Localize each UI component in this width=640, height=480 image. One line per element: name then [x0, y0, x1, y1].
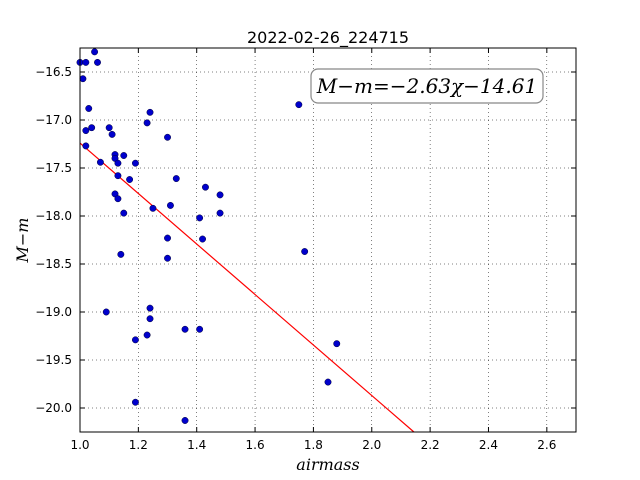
data-point — [164, 234, 171, 242]
y-axis-label: M−m — [13, 218, 32, 264]
x-tick-label: 1.0 — [70, 438, 89, 452]
x-tick-label: 2.2 — [421, 438, 440, 452]
data-point — [88, 124, 96, 132]
fit-line — [79, 142, 415, 433]
data-point — [146, 108, 154, 116]
data-point — [91, 48, 99, 56]
grid — [80, 48, 576, 432]
data-point — [181, 417, 189, 424]
y-tick-label: −20.0 — [35, 401, 72, 415]
fit-line-layer — [79, 142, 415, 433]
y-tick-label: −19.0 — [35, 305, 72, 319]
data-point — [108, 130, 116, 138]
data-point — [114, 172, 122, 180]
data-point — [164, 133, 171, 141]
x-tick-label: 1.6 — [246, 438, 265, 452]
x-tick-label: 1.4 — [187, 438, 206, 452]
data-point — [126, 176, 134, 183]
data-point — [131, 159, 139, 167]
data-point — [166, 201, 174, 209]
x-tick-label: 2.6 — [537, 438, 556, 452]
plot-frame — [79, 47, 577, 433]
data-point — [202, 183, 209, 191]
data-point — [114, 195, 122, 203]
data-point — [216, 191, 224, 199]
data-point — [117, 250, 125, 258]
data-point — [146, 315, 154, 323]
data-point — [172, 175, 180, 183]
y-tick-label: −18.5 — [35, 257, 72, 271]
data-point — [181, 325, 189, 333]
x-tick-label: 1.2 — [129, 438, 148, 452]
fit-equation: M−m=−2.63χ−14.61 — [316, 74, 537, 98]
y-tick-labels: −16.5 −17.0 −17.5 −18.0 −18.5 −19.0 −19.5 −20.0 — [35, 65, 72, 415]
data-point — [196, 325, 204, 333]
data-point — [196, 214, 204, 222]
data-point — [82, 58, 90, 66]
data-point — [114, 159, 122, 167]
y-tick-label: −17.5 — [35, 161, 72, 175]
data-point — [79, 75, 87, 83]
data-point — [143, 119, 151, 127]
data-point — [102, 308, 110, 316]
x-tick-label: 1.8 — [304, 438, 323, 452]
y-tick-label: −18.0 — [35, 209, 72, 223]
x-axis-label: airmass — [296, 455, 359, 474]
data-point — [216, 209, 224, 217]
points-layer — [76, 48, 341, 424]
data-point — [82, 127, 90, 135]
y-tick-label: −17.0 — [35, 113, 72, 127]
chart-title: 2022-02-26_224715 — [247, 28, 409, 48]
x-tick-label: 2.4 — [479, 438, 498, 452]
x-tick-labels: 1.0 1.2 1.4 1.6 1.8 2.0 2.2 2.4 2.6 — [70, 438, 556, 452]
data-point — [143, 331, 151, 339]
data-point — [105, 124, 113, 132]
data-point — [149, 204, 157, 212]
y-tick-label: −16.5 — [35, 65, 72, 79]
data-point — [120, 209, 128, 217]
data-point — [82, 142, 90, 150]
data-point — [164, 254, 171, 262]
data-point — [85, 105, 93, 112]
ticks-layer — [79, 48, 576, 432]
data-point — [94, 58, 101, 66]
y-tick-label: −19.5 — [35, 353, 72, 367]
data-point — [324, 378, 332, 386]
data-point — [301, 248, 309, 255]
data-point — [199, 235, 206, 243]
data-point — [295, 101, 303, 109]
data-point — [131, 398, 139, 406]
data-point — [333, 340, 341, 348]
data-point — [120, 152, 128, 159]
data-point — [146, 304, 154, 312]
annotation-box: M−m=−2.63χ−14.61 — [310, 68, 544, 104]
x-tick-label: 2.0 — [362, 438, 381, 452]
data-point — [131, 336, 139, 344]
data-point — [96, 158, 104, 166]
